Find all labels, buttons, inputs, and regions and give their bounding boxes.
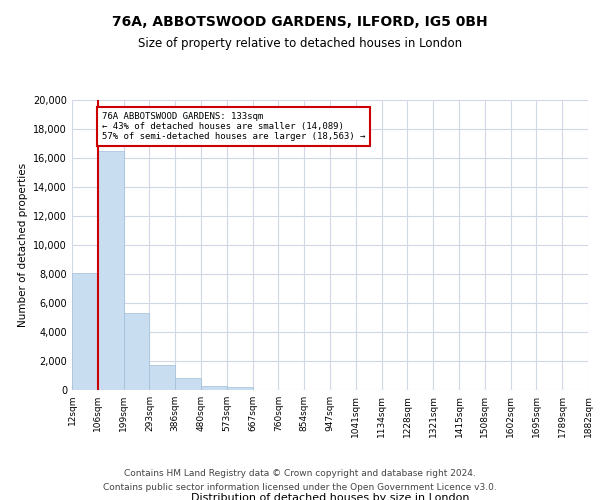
Bar <box>72 272 98 390</box>
Bar <box>175 378 201 390</box>
Bar <box>124 313 149 390</box>
Text: 76A, ABBOTSWOOD GARDENS, ILFORD, IG5 0BH: 76A, ABBOTSWOOD GARDENS, ILFORD, IG5 0BH <box>112 15 488 29</box>
X-axis label: Distribution of detached houses by size in London: Distribution of detached houses by size … <box>191 492 469 500</box>
Bar <box>201 386 227 390</box>
Text: Contains public sector information licensed under the Open Government Licence v3: Contains public sector information licen… <box>103 484 497 492</box>
Text: Contains HM Land Registry data © Crown copyright and database right 2024.: Contains HM Land Registry data © Crown c… <box>124 468 476 477</box>
Bar <box>227 387 253 390</box>
Bar <box>149 364 175 390</box>
Y-axis label: Number of detached properties: Number of detached properties <box>18 163 28 327</box>
Text: 76A ABBOTSWOOD GARDENS: 133sqm
← 43% of detached houses are smaller (14,089)
57%: 76A ABBOTSWOOD GARDENS: 133sqm ← 43% of … <box>101 112 365 142</box>
Bar <box>98 151 124 390</box>
Text: Size of property relative to detached houses in London: Size of property relative to detached ho… <box>138 38 462 51</box>
